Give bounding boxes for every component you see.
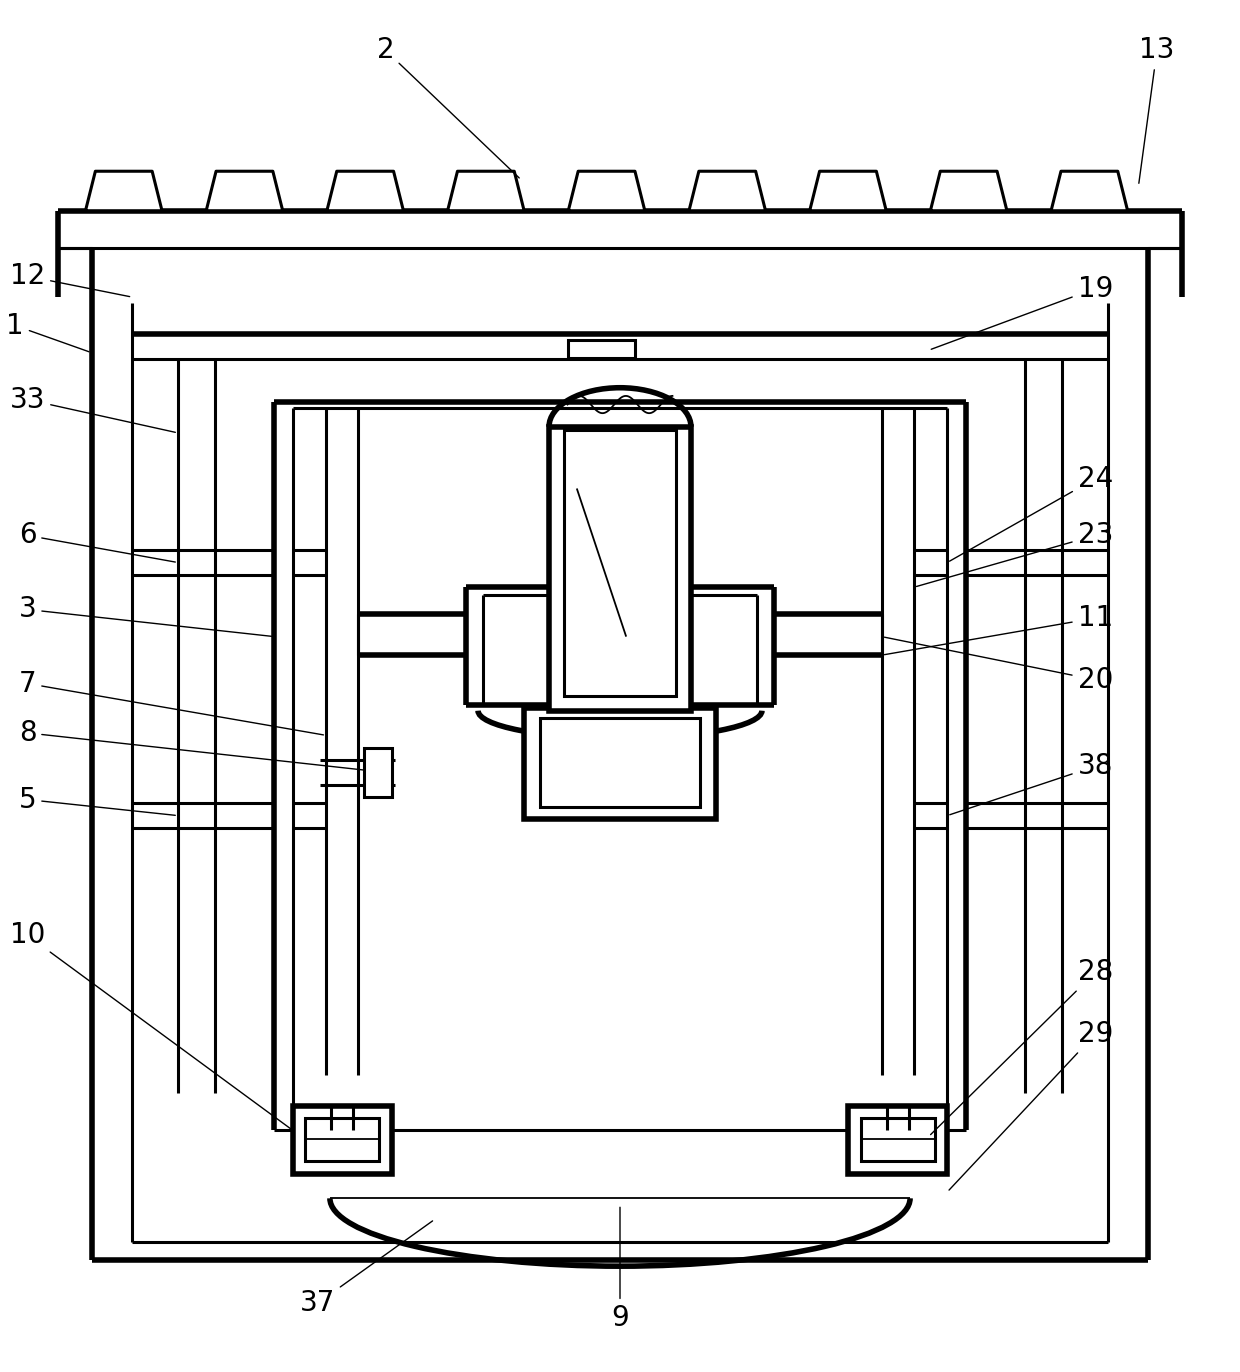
Polygon shape xyxy=(689,172,765,211)
Polygon shape xyxy=(86,172,162,211)
Bar xyxy=(293,1106,392,1173)
Text: 13: 13 xyxy=(1138,36,1174,184)
Polygon shape xyxy=(206,172,283,211)
Polygon shape xyxy=(810,172,887,211)
Text: 5: 5 xyxy=(19,786,175,815)
Bar xyxy=(539,718,701,807)
Bar xyxy=(523,708,717,819)
Text: 7: 7 xyxy=(19,670,324,735)
Text: 19: 19 xyxy=(931,274,1114,350)
Polygon shape xyxy=(568,172,645,211)
Text: 33: 33 xyxy=(10,386,175,432)
Text: 10: 10 xyxy=(10,922,290,1129)
Polygon shape xyxy=(327,172,403,211)
Bar xyxy=(305,1118,379,1161)
Text: 23: 23 xyxy=(916,521,1114,586)
Text: 6: 6 xyxy=(19,521,175,563)
Text: 38: 38 xyxy=(950,752,1114,815)
Text: 12: 12 xyxy=(10,262,130,296)
Text: 37: 37 xyxy=(300,1221,433,1317)
Text: 1: 1 xyxy=(6,311,89,351)
Text: 2: 2 xyxy=(377,36,520,178)
Text: 29: 29 xyxy=(949,1021,1114,1190)
Polygon shape xyxy=(448,172,525,211)
Bar xyxy=(568,340,635,358)
Polygon shape xyxy=(1052,172,1127,211)
Bar xyxy=(365,748,392,797)
Bar xyxy=(564,431,676,696)
Text: 11: 11 xyxy=(884,604,1112,654)
Text: 8: 8 xyxy=(19,719,383,772)
Text: 9: 9 xyxy=(611,1207,629,1332)
Bar xyxy=(861,1118,935,1161)
Bar xyxy=(848,1106,947,1173)
Text: 28: 28 xyxy=(930,959,1112,1135)
Text: 3: 3 xyxy=(19,595,272,637)
Polygon shape xyxy=(930,172,1007,211)
Text: 20: 20 xyxy=(884,637,1114,694)
Text: 24: 24 xyxy=(950,465,1112,561)
Bar xyxy=(549,427,691,711)
